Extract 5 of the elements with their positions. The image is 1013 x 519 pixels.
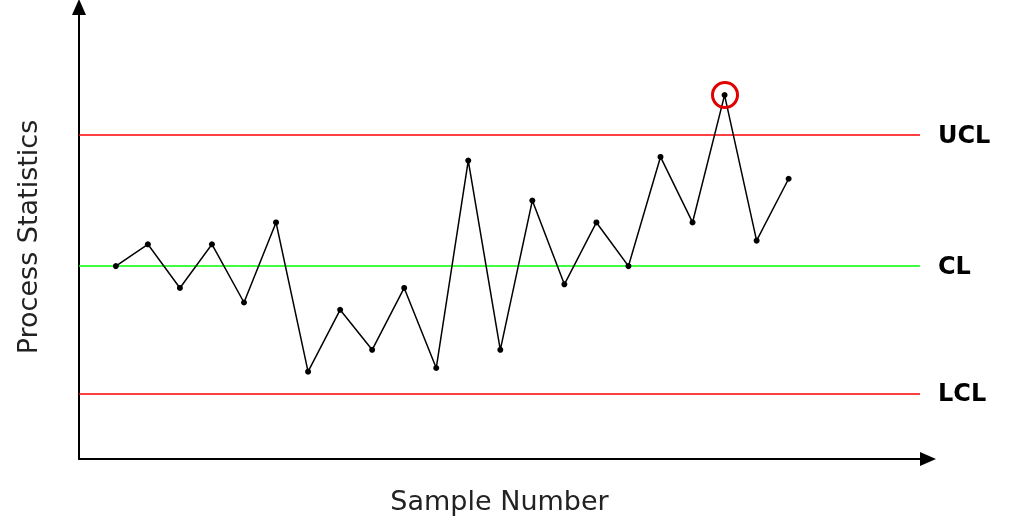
ref-line-label: UCL: [938, 121, 991, 150]
x-axis-title: Sample Number: [390, 485, 610, 516]
ref-line-label: LCL: [938, 379, 987, 408]
y-axis-title: Process Statistics: [12, 119, 43, 355]
ref-line-label: CL: [938, 252, 971, 281]
